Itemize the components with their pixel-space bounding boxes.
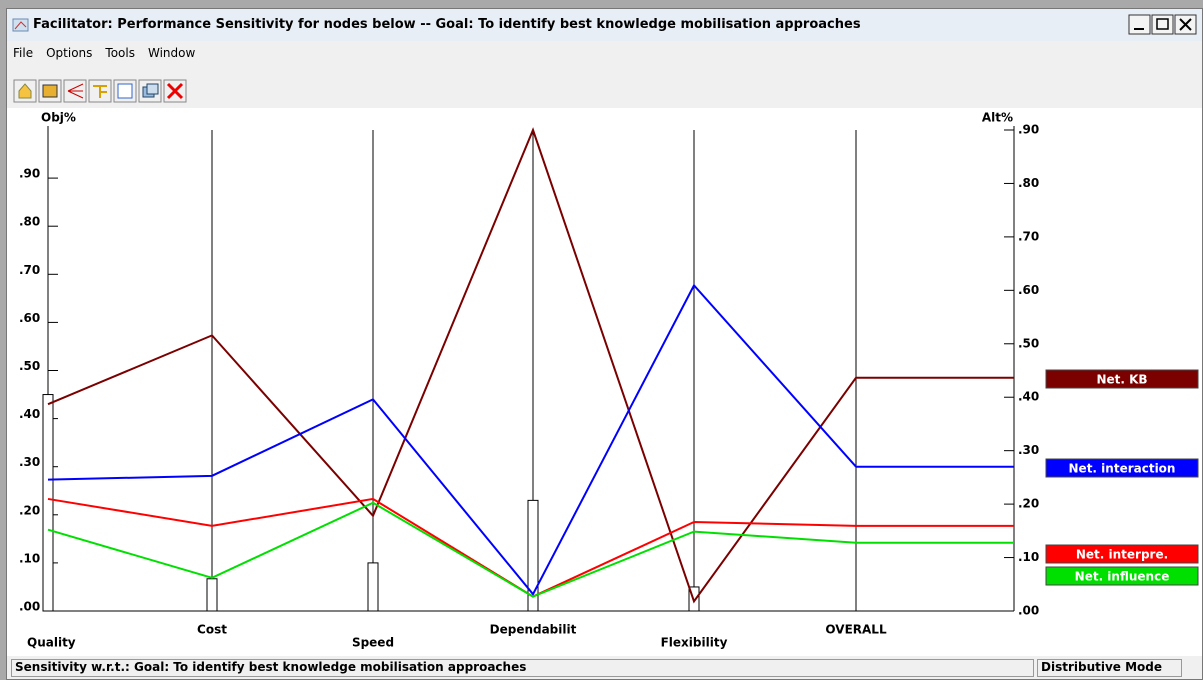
weight-bar <box>367 562 379 612</box>
menu-item[interactable]: File <box>13 46 34 60</box>
weight-bar <box>206 578 218 612</box>
y2-tick-label: .80 <box>1018 176 1039 190</box>
legend-label: Net. influence <box>1075 570 1170 584</box>
x-tick-label: Quality <box>27 636 76 650</box>
toolbar-button[interactable] <box>138 79 162 103</box>
y-tick-label: .80 <box>19 215 40 229</box>
legend-label: Net. interpre. <box>1076 548 1168 562</box>
y2-tick-label: .40 <box>1018 390 1039 404</box>
series-line <box>47 497 857 598</box>
toolbar-button[interactable] <box>38 79 62 103</box>
window: Facilitator: Performance Sensitivity for… <box>6 8 1203 680</box>
y-tick-label: .20 <box>19 503 40 517</box>
y-tick-label: .30 <box>19 455 40 469</box>
y2-tick-label: .30 <box>1018 443 1039 457</box>
x-tick-label: Dependabilit <box>490 623 577 637</box>
legend-label: Net. KB <box>1096 373 1147 387</box>
title-bar: Facilitator: Performance Sensitivity for… <box>7 9 1202 41</box>
chart: Obj% Alt% .00 .10 .20 .30 .40 .50 .60 .70 .80 .90… <box>7 108 1202 656</box>
legend-swatch <box>1045 369 1199 389</box>
y-tick-label: .40 <box>19 407 40 421</box>
legend-swatch <box>1045 566 1199 586</box>
menu-item[interactable]: Window <box>147 46 196 60</box>
legend-swatch <box>1045 544 1199 564</box>
series-line <box>47 283 857 596</box>
app-icon <box>12 18 29 32</box>
toolbar-button[interactable] <box>13 79 37 103</box>
y-axis-label: Obj% <box>41 111 76 125</box>
toolbar <box>13 79 187 103</box>
window-title: Facilitator: Performance Sensitivity for… <box>33 17 861 32</box>
status-text: Sensitivity w.r.t.: Goal: To identify be… <box>11 659 1034 677</box>
y2-tick-label: .90 <box>1018 123 1039 137</box>
y-tick-label: .90 <box>19 167 40 181</box>
y-tick-label: .60 <box>19 311 40 325</box>
y-tick-label: .00 <box>19 600 40 614</box>
status-bar: Sensitivity w.r.t.: Goal: To identify be… <box>7 657 1202 677</box>
toolbar-button[interactable] <box>88 79 112 103</box>
y2-tick-label: .70 <box>1018 229 1039 243</box>
y-tick-label: .50 <box>19 359 40 373</box>
menu-item[interactable]: Tools <box>105 46 135 60</box>
legend-swatch <box>1045 458 1199 478</box>
toolbar-button[interactable] <box>63 79 87 103</box>
x-tick-label: Flexibility <box>661 636 728 650</box>
menu-item[interactable]: Options <box>46 46 93 60</box>
weight-bar <box>527 499 539 612</box>
y-tick-label: .10 <box>19 551 40 565</box>
y2-tick-label: .20 <box>1018 497 1039 511</box>
y2-tick-label: .60 <box>1018 283 1039 297</box>
x-tick-label: OVERALL <box>825 623 887 637</box>
weight-bar <box>42 394 54 612</box>
mode-text: Distributive Mode <box>1037 659 1182 677</box>
y-tick-label: .70 <box>19 263 40 277</box>
y2-tick-label: .00 <box>1018 604 1039 618</box>
x-tick-label: Speed <box>352 636 394 650</box>
toolbar-button[interactable] <box>113 79 137 103</box>
x-tick-label: Cost <box>197 623 227 637</box>
window-controls[interactable] <box>1128 14 1198 36</box>
legend-label: Net. interaction <box>1069 462 1176 476</box>
y2-tick-label: .10 <box>1018 550 1039 564</box>
series-line <box>47 127 857 604</box>
toolbar-button[interactable] <box>163 79 187 103</box>
menu-bar: File Options Tools Window <box>7 46 202 66</box>
series-line <box>47 501 857 598</box>
y2-axis-label: Alt% <box>982 111 1013 125</box>
y2-tick-label: .50 <box>1018 336 1039 350</box>
